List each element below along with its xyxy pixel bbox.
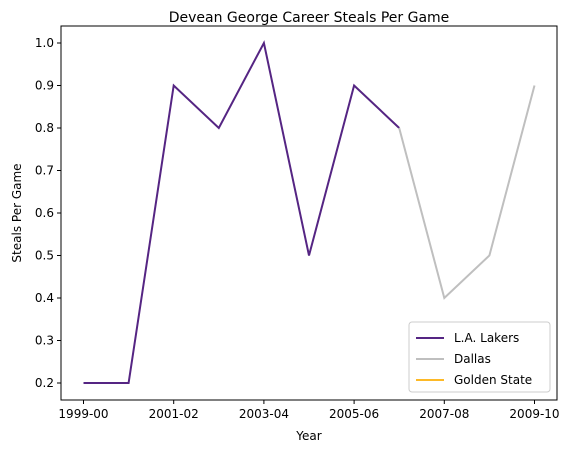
x-tick-label: 2003-04 [239,407,289,421]
y-tick-label: 0.9 [35,79,54,93]
legend-label: Golden State [454,373,532,387]
plot-frame [60,25,558,401]
y-tick-label: 0.6 [35,206,54,220]
legend: L.A. Lakers Dallas Golden State [408,321,551,393]
ticks-layer: 1999-00 2001-02 2003-04 2005-06 2007-08 2009-… [35,36,560,421]
x-axis-title: Year [295,429,321,443]
x-tick-label: 2009-10 [509,407,559,421]
y-tick-label: 1.0 [35,36,54,50]
series-layer [83,40,536,384]
x-tick-label: 2005-06 [329,407,379,421]
y-tick-label: 0.5 [35,249,54,263]
x-tick-label: 2007-08 [419,407,469,421]
x-tick-label: 1999-00 [58,407,108,421]
chart-title: Devean George Career Steals Per Game [169,10,450,26]
legend-label: Dallas [454,352,491,366]
y-tick-label: 0.4 [35,291,54,305]
legend-box [408,321,551,393]
series-line-1 [398,85,536,300]
y-tick-label: 0.3 [35,334,54,348]
series-line-0 [83,40,400,384]
y-tick-label: 0.7 [35,164,54,178]
legend-label: L.A. Lakers [454,331,519,345]
x-tick-label: 2001-02 [149,407,199,421]
y-axis-title: Steals Per Game [10,163,24,262]
y-tick-label: 0.8 [35,121,54,135]
y-tick-label: 0.2 [35,376,54,390]
